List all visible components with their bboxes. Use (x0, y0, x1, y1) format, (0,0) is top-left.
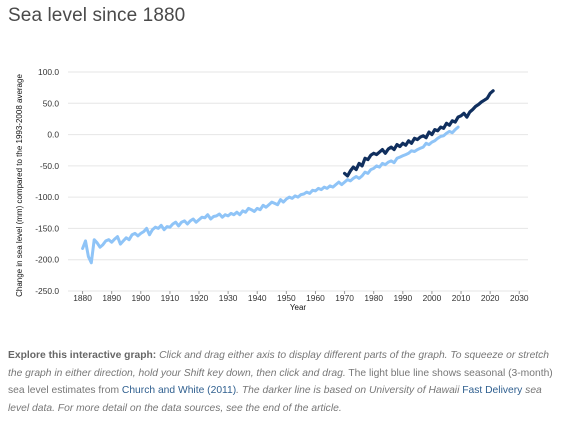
church-white-link[interactable]: Church and White (2011) (121, 385, 237, 396)
x-tick-label: 1980 (364, 293, 383, 303)
x-tick-label: 1940 (248, 293, 267, 303)
sea-level-chart[interactable]: 100.0 50.0 0.0 -50.0 -100.0 -150.0 -200.0 -250.… (0, 0, 567, 340)
x-tick-label: 1890 (102, 293, 121, 303)
x-tick-label: 1990 (393, 293, 412, 303)
uh-fast-delivery-line[interactable] (343, 89, 495, 178)
caption-dark-line-note: . The darker line is based on University… (236, 385, 463, 396)
x-tick-label: 1900 (131, 293, 150, 303)
caption: Explore this interactive graph: Click an… (8, 347, 559, 417)
x-axis-label: Year (290, 303, 307, 312)
x-tick-label: 1920 (190, 293, 209, 303)
y-axis-label: Change in sea level (mm) compared to the… (15, 74, 24, 297)
caption-lead: Explore this interactive graph: (8, 350, 157, 361)
x-tick-label: 2010 (452, 293, 471, 303)
grid-lines (68, 71, 528, 292)
page-title: Sea level since 1880 (8, 5, 186, 26)
x-tick-label: 1930 (219, 293, 238, 303)
x-axis[interactable]: 1880 1890 1900 1910 1920 1930 1940 1950 1960 1970… (73, 291, 529, 303)
y-tick-label: -250.0 (35, 286, 59, 296)
x-tick-label: 1950 (277, 293, 296, 303)
y-tick-label: -150.0 (35, 223, 59, 233)
y-tick-label: -50.0 (40, 161, 59, 171)
y-axis[interactable]: 100.0 50.0 0.0 -50.0 -100.0 -150.0 -200.0 -250.… (35, 67, 59, 296)
plot-area[interactable] (81, 89, 495, 265)
caption-instructions: Click and drag either axis to display di… (8, 350, 550, 379)
x-tick-label: 1910 (161, 293, 180, 303)
x-tick-label: 1880 (73, 293, 92, 303)
y-tick-label: 100.0 (38, 67, 59, 77)
church-white-line[interactable] (81, 125, 460, 265)
caption-light-line-note: The light blue line shows seasonal (3-mo… (8, 367, 553, 397)
x-tick-label: 2030 (510, 293, 529, 303)
x-tick-label: 2020 (481, 293, 500, 303)
y-tick-label: 0.0 (47, 130, 59, 140)
y-tick-label: -100.0 (35, 192, 59, 202)
y-tick-label: 50.0 (43, 98, 60, 108)
fast-delivery-link[interactable]: Fast Delivery (462, 385, 523, 396)
x-tick-label: 2000 (423, 293, 442, 303)
x-tick-label: 1960 (306, 293, 325, 303)
x-tick-label: 1970 (335, 293, 354, 303)
y-tick-label: -200.0 (35, 255, 59, 265)
caption-source-note: sea level data. For more detail on the d… (8, 385, 542, 414)
